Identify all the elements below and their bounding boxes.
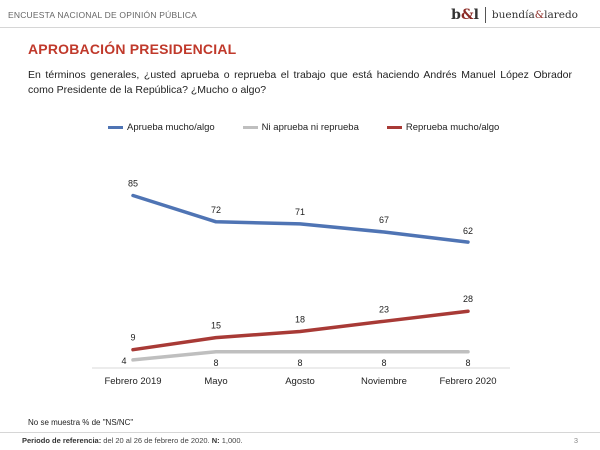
brand-mark: b&l [451,7,479,23]
data-label: 15 [211,321,221,331]
series-line-neutral [131,350,470,362]
x-tick-label: Febrero 2020 [439,376,496,387]
legend-item-approve: Aprueba mucho/algo [108,122,215,133]
data-label: 62 [463,226,473,236]
legend-item-neutral: Ni aprueba ni reprueba [242,122,359,133]
x-tick-label: Agosto [285,376,315,387]
data-label: 4 [121,356,126,366]
data-label: 8 [465,358,470,368]
data-label: 18 [295,314,305,324]
data-label: 67 [379,215,389,225]
legend-label-neutral: Ni aprueba ni reprueba [261,122,359,133]
x-tick-label: Febrero 2019 [104,376,161,387]
legend-swatch-disapprove [386,126,402,129]
legend-swatch-neutral [242,126,258,129]
legend-label-approve: Aprueba mucho/algo [127,122,215,133]
brand-separator [484,7,486,23]
data-label: 23 [379,304,389,314]
data-label: 72 [211,205,221,215]
data-label: 8 [297,358,302,368]
legend-swatch-approve [108,126,123,129]
legend-item-disapprove: Reprueba mucho/algo [386,122,500,133]
header-divider [0,27,600,28]
series-line-approve [131,193,470,244]
reference-period: Periodo de referencia: del 20 al 26 de f… [22,436,243,445]
data-label: 28 [463,294,473,304]
page-title: APROBACIÓN PRESIDENCIAL [28,41,237,57]
legend-label-disapprove: Reprueba mucho/algo [405,122,500,133]
footnote: No se muestra % de "NS/NC" [28,418,134,427]
data-label: 9 [130,333,135,343]
x-tick-label: Noviembre [361,376,407,387]
x-tick-label: Mayo [204,376,227,387]
series-line-disapprove [131,309,470,352]
page-number: 3 [573,436,578,445]
chart-legend: Aprueba mucho/algo Ni aprueba ni reprueb… [108,122,527,133]
brand-name: buendía&laredo [491,9,578,21]
survey-question: En términos generales, ¿usted aprueba o … [28,69,572,96]
data-label: 8 [381,358,386,368]
survey-name: ENCUESTA NACIONAL DE OPINIÓN PÚBLICA [8,10,198,20]
brand-logo: b&l buendía&laredo [451,5,578,25]
data-label: 8 [213,358,218,368]
data-label: 71 [295,207,305,217]
data-label: 85 [128,178,138,188]
top-header: ENCUESTA NACIONAL DE OPINIÓN PÚBLICA b&l… [0,0,600,30]
footer-divider [0,432,600,433]
